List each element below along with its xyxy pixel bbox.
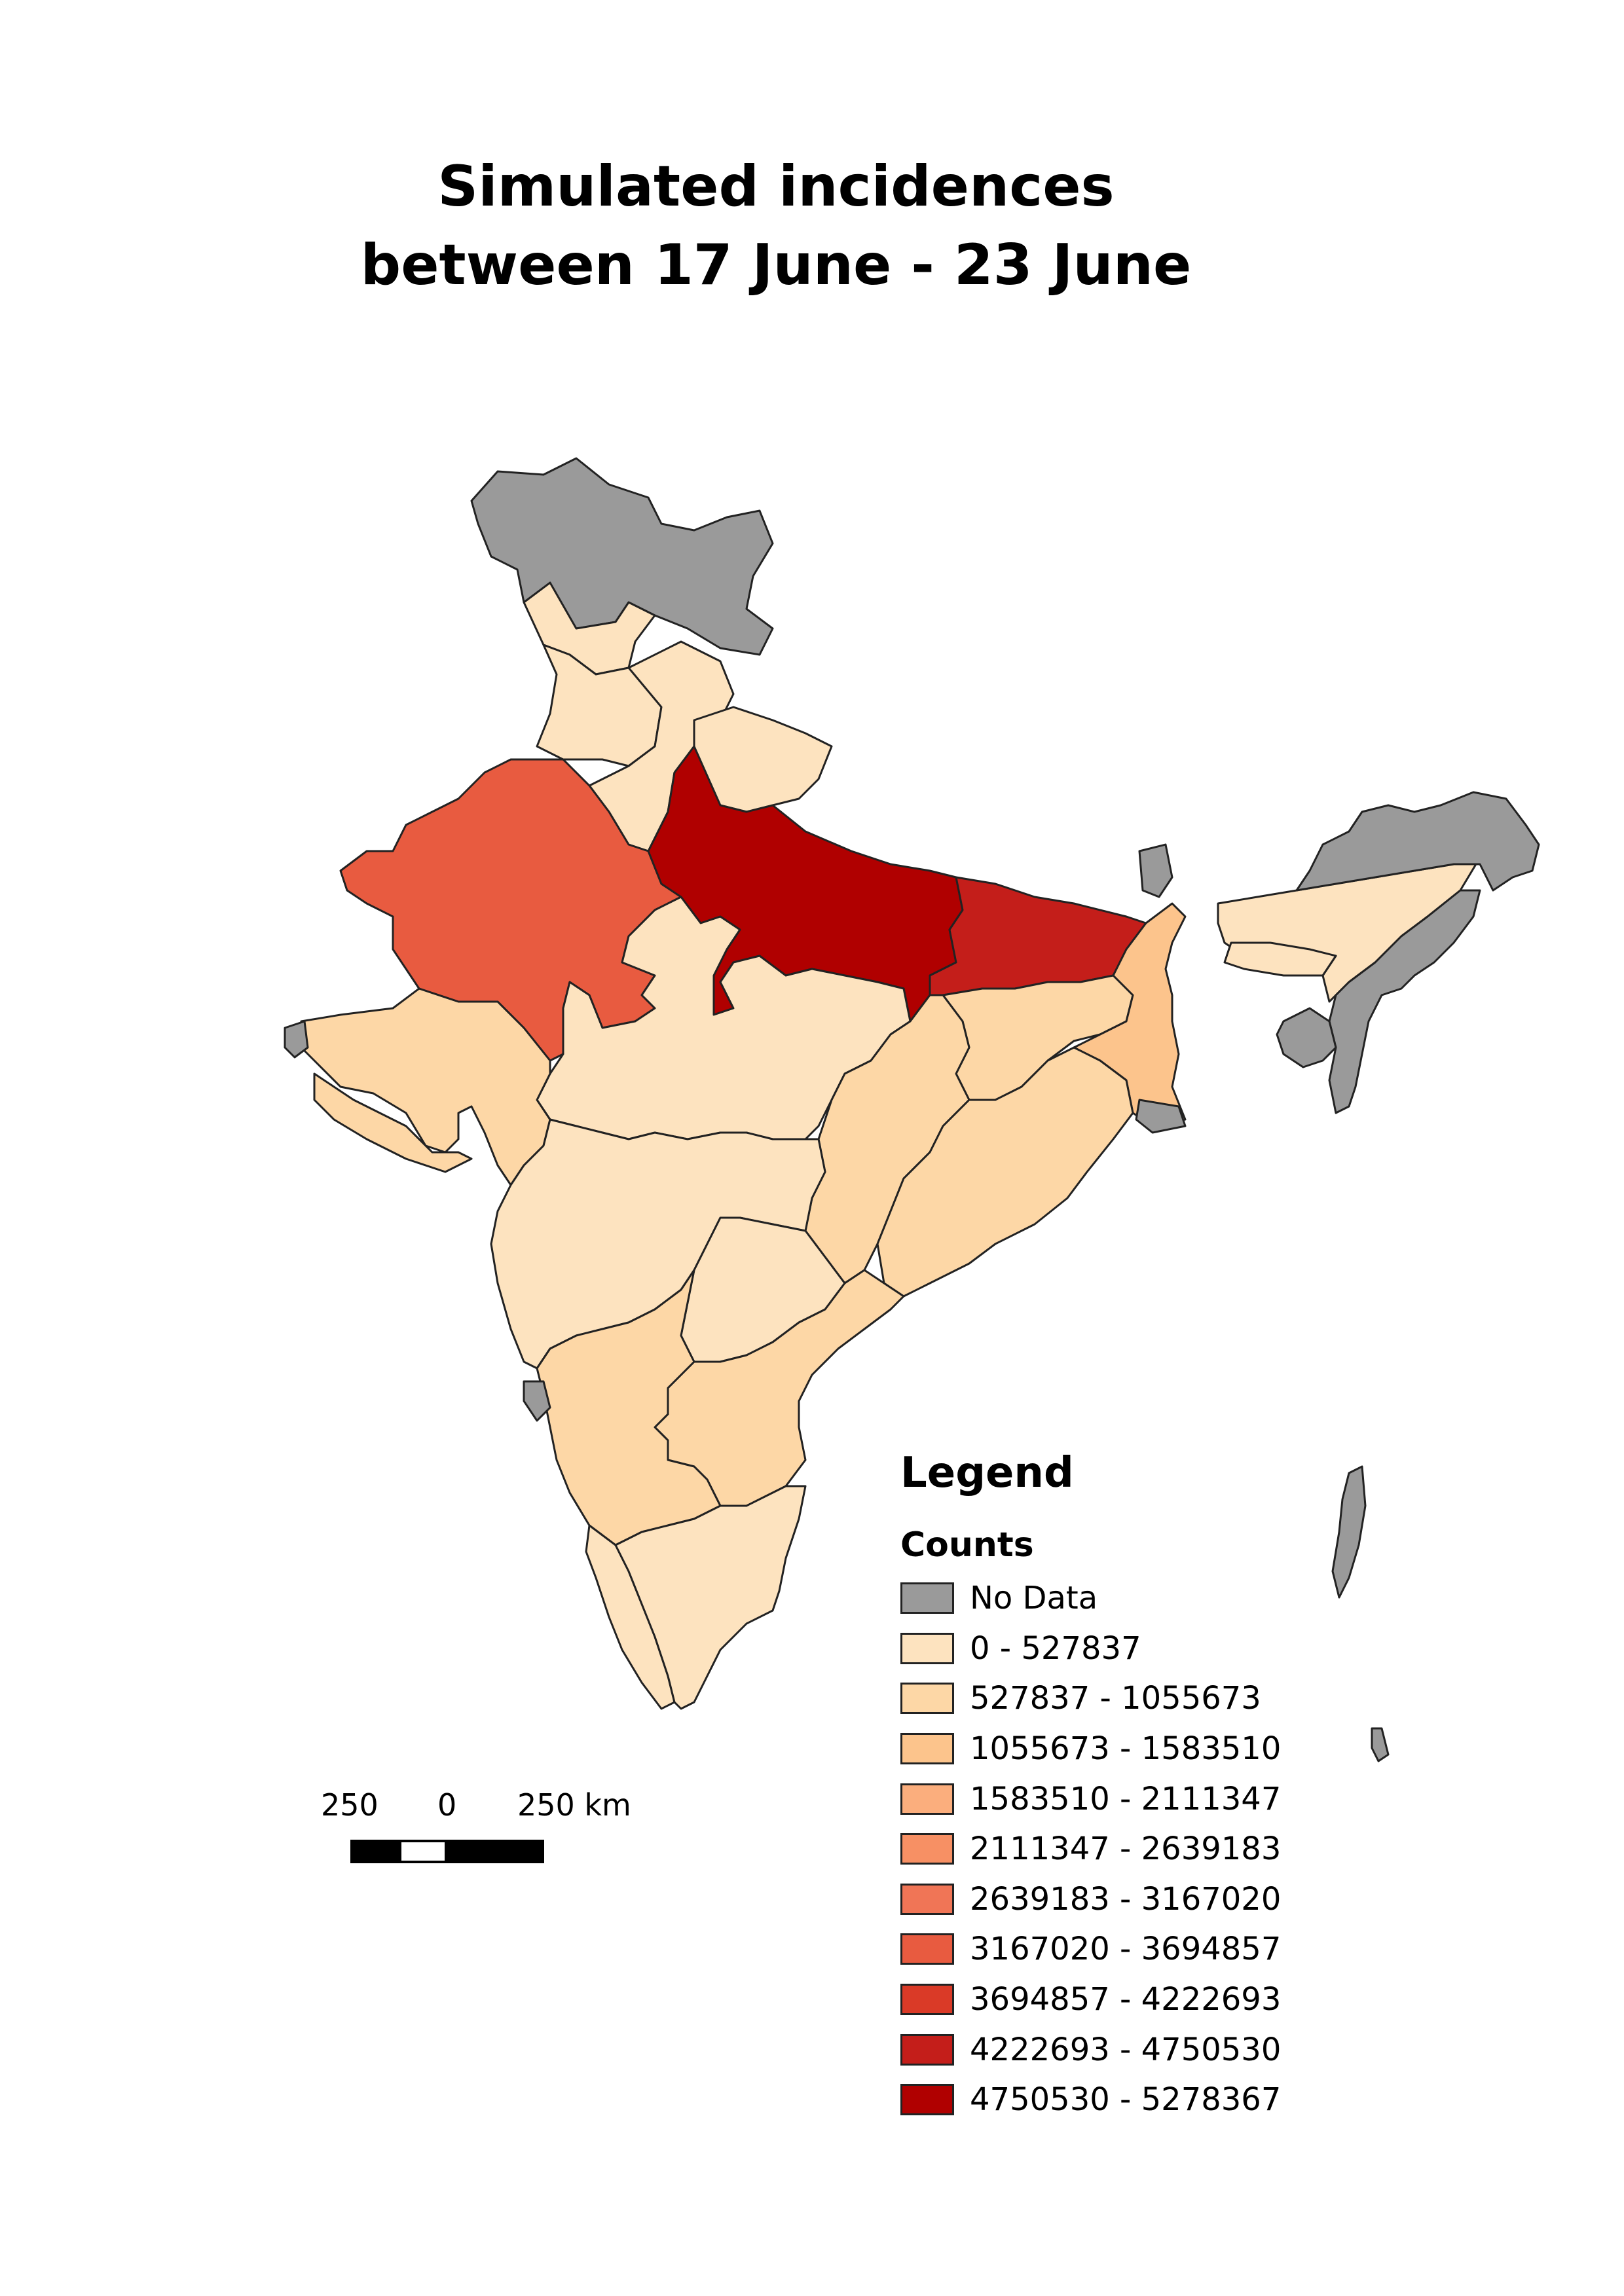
region-sikkim [1138, 843, 1173, 898]
map-title-line2: between 17 June - 23 June [360, 232, 1192, 298]
legend-swatch [900, 1933, 954, 1965]
legend-entries: No Data 0 - 527837 527837 - 1055673 1055673… [900, 1573, 1359, 2125]
legend-swatch [900, 1833, 954, 1865]
legend-subtitle: Counts [900, 1525, 1034, 1565]
legend-entry: 1583510 - 2111347 [900, 1774, 1359, 1824]
legend-label: 2639183 - 3167020 [970, 1880, 1282, 1918]
legend-label: 4222693 - 4750530 [970, 2031, 1282, 2068]
region-nagaland-manipur [1328, 889, 1481, 1114]
legend-label: No Data [970, 1580, 1098, 1617]
legend-label: 4750530 - 5278367 [970, 2081, 1282, 2119]
legend-entry: 4750530 - 5278367 [900, 2075, 1359, 2125]
legend-entry: 4222693 - 4750530 [900, 2024, 1359, 2075]
legend-entry: 3167020 - 3694857 [900, 1924, 1359, 1975]
legend-entry: No Data [900, 1573, 1359, 1624]
region-nicobar-islands [1371, 1727, 1390, 1762]
legend-title: Legend [900, 1449, 1074, 1497]
legend-swatch [900, 1632, 954, 1664]
region-meghalaya [1223, 941, 1337, 977]
legend-label: 1055673 - 1583510 [970, 1730, 1282, 1768]
legend-entry: 2111347 - 2639183 [900, 1824, 1359, 1874]
legend-swatch [900, 1683, 954, 1715]
scale-segment-2 [399, 1840, 447, 1863]
legend-entry: 527837 - 1055673 [900, 1673, 1359, 1724]
legend: Legend Counts No Data 0 - 527837 527837 - … [900, 1444, 1359, 2125]
legend-label: 1583510 - 2111347 [970, 1780, 1282, 1817]
scale-label-left: 250 [321, 1787, 378, 1823]
legend-label: 3167020 - 3694857 [970, 1931, 1282, 1968]
scale-label-zero: 0 [437, 1787, 457, 1823]
legend-label: 3694857 - 4222693 [970, 1981, 1282, 2018]
region-odisha [876, 1046, 1134, 1298]
legend-label: 527837 - 1055673 [970, 1680, 1261, 1717]
scale-segment-3 [447, 1840, 544, 1863]
legend-swatch [900, 2033, 954, 2066]
region-goa [523, 1380, 551, 1422]
legend-swatch [900, 1883, 954, 1915]
scale-label-right: 250 km [517, 1787, 631, 1823]
legend-swatch [900, 1783, 954, 1815]
scale-segment-1 [350, 1840, 399, 1863]
map-title: Simulated incidences between 17 June - 2… [0, 147, 1552, 304]
region-andaman-islands [1331, 1465, 1367, 1599]
legend-entry: 1055673 - 1583510 [900, 1724, 1359, 1774]
legend-swatch [900, 1733, 954, 1765]
scale-bar: 250 0 250 km [321, 1787, 631, 1918]
legend-entry: 3694857 - 4222693 [900, 1975, 1359, 2025]
map-title-line1: Simulated incidences [437, 154, 1115, 219]
region-arunachal-pradesh [1295, 791, 1540, 892]
legend-label: 0 - 527837 [970, 1630, 1141, 1667]
legend-entry: 0 - 527837 [900, 1624, 1359, 1674]
region-kutch-fragment [284, 1020, 309, 1059]
legend-swatch [900, 2084, 954, 2116]
region-gujarat-coast [313, 1072, 473, 1173]
legend-entry: 2639183 - 3167020 [900, 1874, 1359, 1925]
region-delta-fragment [1135, 1099, 1187, 1134]
region-karnataka [536, 1269, 722, 1546]
region-tripura [1276, 1007, 1337, 1068]
legend-swatch [900, 1984, 954, 2016]
legend-swatch [900, 1582, 954, 1614]
region-tamil-nadu [614, 1485, 807, 1710]
legend-label: 2111347 - 2639183 [970, 1831, 1282, 1868]
